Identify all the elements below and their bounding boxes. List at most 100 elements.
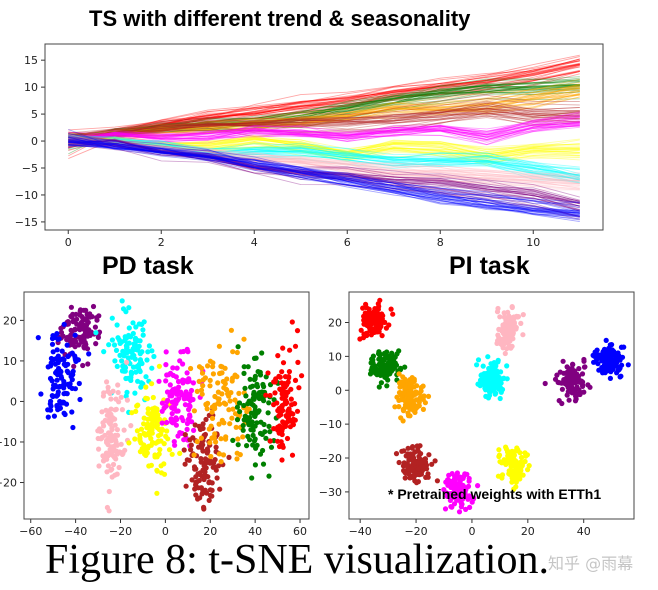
pi-scatter-point <box>494 368 500 374</box>
series-line <box>68 128 580 216</box>
series-line <box>68 73 580 136</box>
pd-scatter-point <box>81 344 87 350</box>
pi-scatter-point <box>566 397 572 403</box>
pd-scatter-point <box>51 413 58 419</box>
series-line <box>68 143 580 183</box>
pd-scatter-point <box>72 332 78 338</box>
series-line <box>68 142 580 203</box>
pi-scatter-point <box>519 454 525 461</box>
series-line <box>68 140 580 180</box>
pd-scatter-point <box>196 378 202 384</box>
pd-scatter-point <box>187 418 193 424</box>
pi-scatter-y-tick-label: −20 <box>319 452 342 465</box>
pd-scatter-point <box>241 364 247 370</box>
pd-scatter-point <box>69 377 75 383</box>
pi-scatter-point <box>398 365 404 371</box>
pd-scatter-point <box>117 352 123 358</box>
series-line <box>68 88 580 138</box>
series-line <box>68 90 580 145</box>
pd-scatter-point <box>210 360 216 366</box>
pd-scatter-point <box>206 497 212 503</box>
pd-scatter-point <box>223 436 229 442</box>
series-line <box>68 138 580 155</box>
pi-scatter-y-tick-label: 0 <box>335 384 342 397</box>
pd-scatter-point <box>296 385 302 391</box>
pd-scatter-point <box>115 382 121 388</box>
series-line <box>68 84 580 136</box>
pd-scatter-point <box>143 384 149 390</box>
pd-scatter-point <box>267 438 273 444</box>
pd-scatter-point <box>219 391 225 397</box>
pi-scatter-point <box>442 506 449 512</box>
pd-scatter-point <box>280 345 286 351</box>
pd-scatter-point <box>93 341 99 347</box>
pd-scatter-point <box>133 324 139 330</box>
pd-scatter-point <box>122 350 129 356</box>
series-line <box>68 137 580 155</box>
pi-scatter-point <box>499 342 505 348</box>
series-line <box>68 84 580 141</box>
pi-scatter-frame <box>348 291 635 520</box>
series-line <box>68 126 580 147</box>
pd-scatter-point <box>175 433 181 439</box>
pd-scatter-y-tick-label: 10 <box>3 355 17 368</box>
pd-scatter-point <box>183 483 189 489</box>
pi-scatter-point <box>407 384 413 390</box>
pd-scatter-point <box>130 320 136 326</box>
pd-scatter-point <box>86 351 92 357</box>
pd-scatter-point <box>104 412 110 418</box>
series-line <box>68 143 580 182</box>
pd-scatter-point <box>263 435 269 441</box>
pi-scatter-cluster-6 <box>474 354 510 402</box>
series-line <box>68 142 580 185</box>
series-line <box>68 122 580 141</box>
pd-scatter-point <box>286 374 292 380</box>
series-line <box>68 125 580 146</box>
pd-scatter-point <box>209 409 215 415</box>
pi-scatter-point <box>615 367 621 373</box>
pd-scatter-x-tick-label: 20 <box>203 525 217 538</box>
pd-scatter-point <box>108 396 114 402</box>
pd-scatter-point <box>192 422 198 428</box>
pi-scatter-point <box>398 397 404 403</box>
pd-scatter-point <box>211 402 218 408</box>
pi-scatter-point <box>520 332 526 338</box>
pd-scatter-y-tick-label: 20 <box>3 314 17 327</box>
pi-scatter-point <box>463 506 469 512</box>
series-line <box>68 144 580 215</box>
pd-scatter-point <box>125 355 131 361</box>
pi-scatter-point <box>371 312 377 318</box>
pd-scatter-point <box>114 427 120 433</box>
pd-scatter-point <box>192 466 198 472</box>
pd-scatter-point <box>191 427 197 433</box>
pd-scatter-point <box>169 388 175 394</box>
pi-scatter-point <box>486 370 492 376</box>
pd-scatter-point <box>287 418 294 424</box>
pd-scatter-point <box>114 322 120 328</box>
pd-scatter-point <box>271 379 277 385</box>
pd-scatter-point <box>201 473 207 479</box>
series-line <box>68 144 580 217</box>
pd-scatter-point <box>133 408 139 414</box>
pd-scatter-point <box>289 452 296 458</box>
series-line <box>68 139 580 178</box>
pi-scatter-point <box>458 487 464 493</box>
line-chart-title: TS with different trend & seasonality <box>89 6 471 31</box>
pi-scatter-point <box>445 482 451 488</box>
pd-scatter-point <box>84 311 90 317</box>
series-line <box>68 134 580 181</box>
pd-scatter-point <box>137 432 143 438</box>
pi-scatter-point <box>417 456 423 462</box>
pd-scatter-point <box>149 348 155 354</box>
series-line <box>68 138 580 168</box>
series-line <box>68 133 580 157</box>
pi-scatter-point <box>460 482 466 489</box>
pd-scatter-point <box>217 486 223 492</box>
series-line <box>68 98 580 140</box>
series-line <box>68 64 580 139</box>
series-7 <box>68 134 580 191</box>
series-line <box>68 77 580 138</box>
pd-scatter-point <box>76 380 82 387</box>
series-line <box>68 66 580 148</box>
